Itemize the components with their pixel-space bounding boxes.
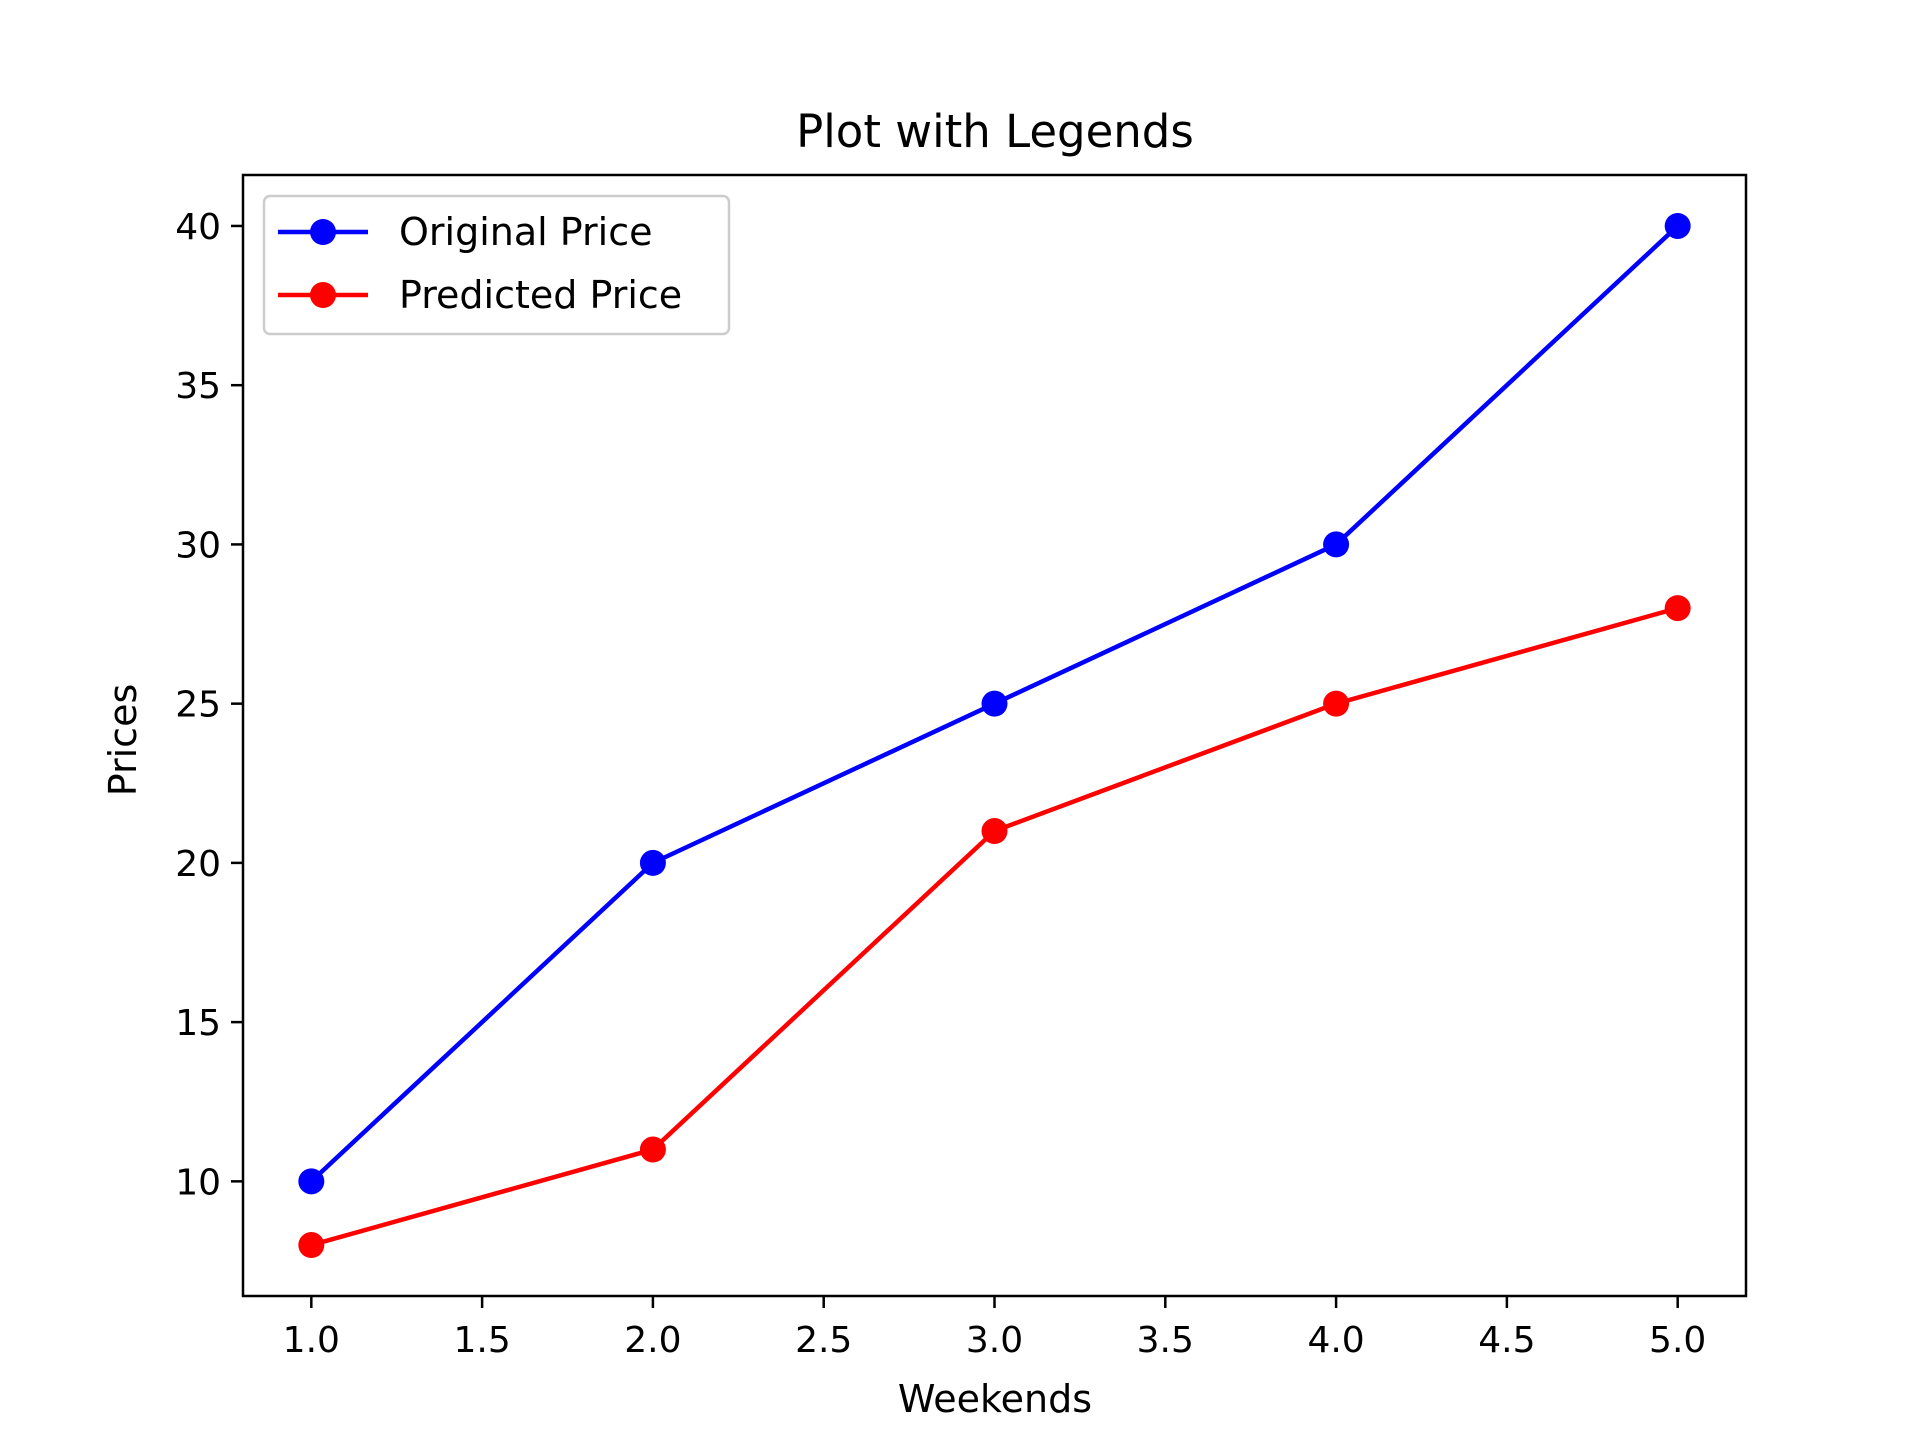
legend: Original Price Predicted Price <box>262 194 731 336</box>
predicted-price-point <box>1664 595 1691 622</box>
y-tick-label: 10 <box>175 1162 221 1203</box>
chart-title: Plot with Legends <box>796 105 1194 158</box>
y-axis-label: Prices <box>101 684 145 797</box>
predicted-price-point <box>639 1136 666 1163</box>
y-tick-label: 20 <box>175 844 221 885</box>
x-tick-label: 3.5 <box>1137 1320 1194 1361</box>
y-tick-label: 25 <box>175 685 221 726</box>
x-tick-label: 1.0 <box>283 1320 340 1361</box>
plot-area-frame <box>241 173 1748 1298</box>
x-axis-ticks: 1.0 1.5 2.0 2.5 3.0 3.5 4.0 4.5 5.0 <box>283 1296 1706 1361</box>
y-tick-label: 40 <box>175 207 221 248</box>
y-axis-ticks: 10 15 20 25 30 35 40 <box>175 207 243 1203</box>
legend-label-predicted-price: Predicted Price <box>399 273 682 317</box>
y-tick-label: 30 <box>175 525 221 566</box>
x-axis-label: Weekends <box>898 1377 1092 1421</box>
y-tick-label: 35 <box>175 366 221 407</box>
predicted-price-legend-marker <box>310 282 336 308</box>
original-price-legend-marker <box>310 219 336 245</box>
x-tick-label: 4.0 <box>1307 1320 1364 1361</box>
predicted-price-point <box>1323 690 1350 717</box>
original-price-point <box>981 690 1008 717</box>
original-price-point <box>298 1168 325 1195</box>
original-price-point <box>1323 531 1350 558</box>
original-price-point <box>639 849 666 876</box>
legend-box <box>262 194 731 336</box>
x-tick-label: 4.5 <box>1478 1320 1535 1361</box>
x-tick-label: 5.0 <box>1649 1320 1706 1361</box>
y-tick-label: 15 <box>175 1003 221 1044</box>
original-price-point <box>1664 212 1691 239</box>
x-tick-label: 2.0 <box>624 1320 681 1361</box>
predicted-price-point <box>981 818 1008 845</box>
x-tick-label: 3.0 <box>966 1320 1023 1361</box>
series-layer <box>298 212 1691 1259</box>
predicted-price-point <box>298 1232 325 1259</box>
legend-label-original-price: Original Price <box>399 210 652 254</box>
x-tick-label: 2.5 <box>795 1320 852 1361</box>
x-tick-label: 1.5 <box>453 1320 510 1361</box>
